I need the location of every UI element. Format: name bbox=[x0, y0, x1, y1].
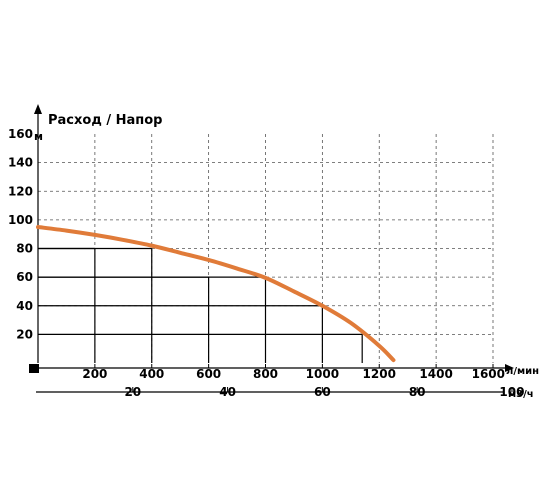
y-axis-arrow bbox=[34, 104, 42, 114]
guide-lines bbox=[38, 247, 363, 363]
series-layer bbox=[36, 225, 396, 363]
x-tick-label: 1400 bbox=[419, 367, 452, 381]
labels: Расход / Напор м л/мин м3/ч 20 40 60 80 100 1… bbox=[8, 113, 539, 400]
grid bbox=[38, 134, 494, 363]
x-axis-arrow bbox=[505, 364, 514, 372]
y-tick-label: 60 bbox=[16, 270, 33, 284]
performance-curve bbox=[36, 225, 396, 363]
x-tick-label: 1600 bbox=[472, 367, 505, 381]
secondary-x-tick-label: 100 bbox=[499, 385, 524, 399]
y-tick-label: 160 bbox=[8, 127, 33, 141]
y-tick-label: 20 bbox=[16, 327, 33, 341]
secondary-x-axis-unit: м3/ч bbox=[508, 389, 534, 400]
y-tick-label: 80 bbox=[16, 242, 33, 256]
x-tick-label: 800 bbox=[253, 367, 278, 381]
x-tick-label: 1200 bbox=[363, 367, 396, 381]
x-tick-label: 600 bbox=[196, 367, 221, 381]
x-tick-label: 200 bbox=[82, 367, 107, 381]
axes bbox=[29, 104, 524, 398]
secondary-x-tick-label: 60 bbox=[314, 385, 331, 399]
x-axis-unit: л/мин bbox=[506, 366, 539, 377]
x-tick-label: 400 bbox=[139, 367, 164, 381]
secondary-x-tick-label: 20 bbox=[124, 385, 141, 399]
x-tick-label: 1000 bbox=[306, 367, 339, 381]
secondary-x-tick-label: 80 bbox=[409, 385, 426, 399]
y-tick-label: 40 bbox=[16, 299, 33, 313]
origin-marker bbox=[29, 364, 39, 373]
chart-title: Расход / Напор bbox=[48, 113, 163, 128]
y-tick-label: 100 bbox=[8, 213, 33, 227]
y-axis-unit: м bbox=[34, 130, 43, 143]
y-tick-label: 140 bbox=[8, 156, 33, 170]
secondary-x-tick-label: 40 bbox=[219, 385, 236, 399]
y-tick-label: 120 bbox=[8, 184, 33, 198]
